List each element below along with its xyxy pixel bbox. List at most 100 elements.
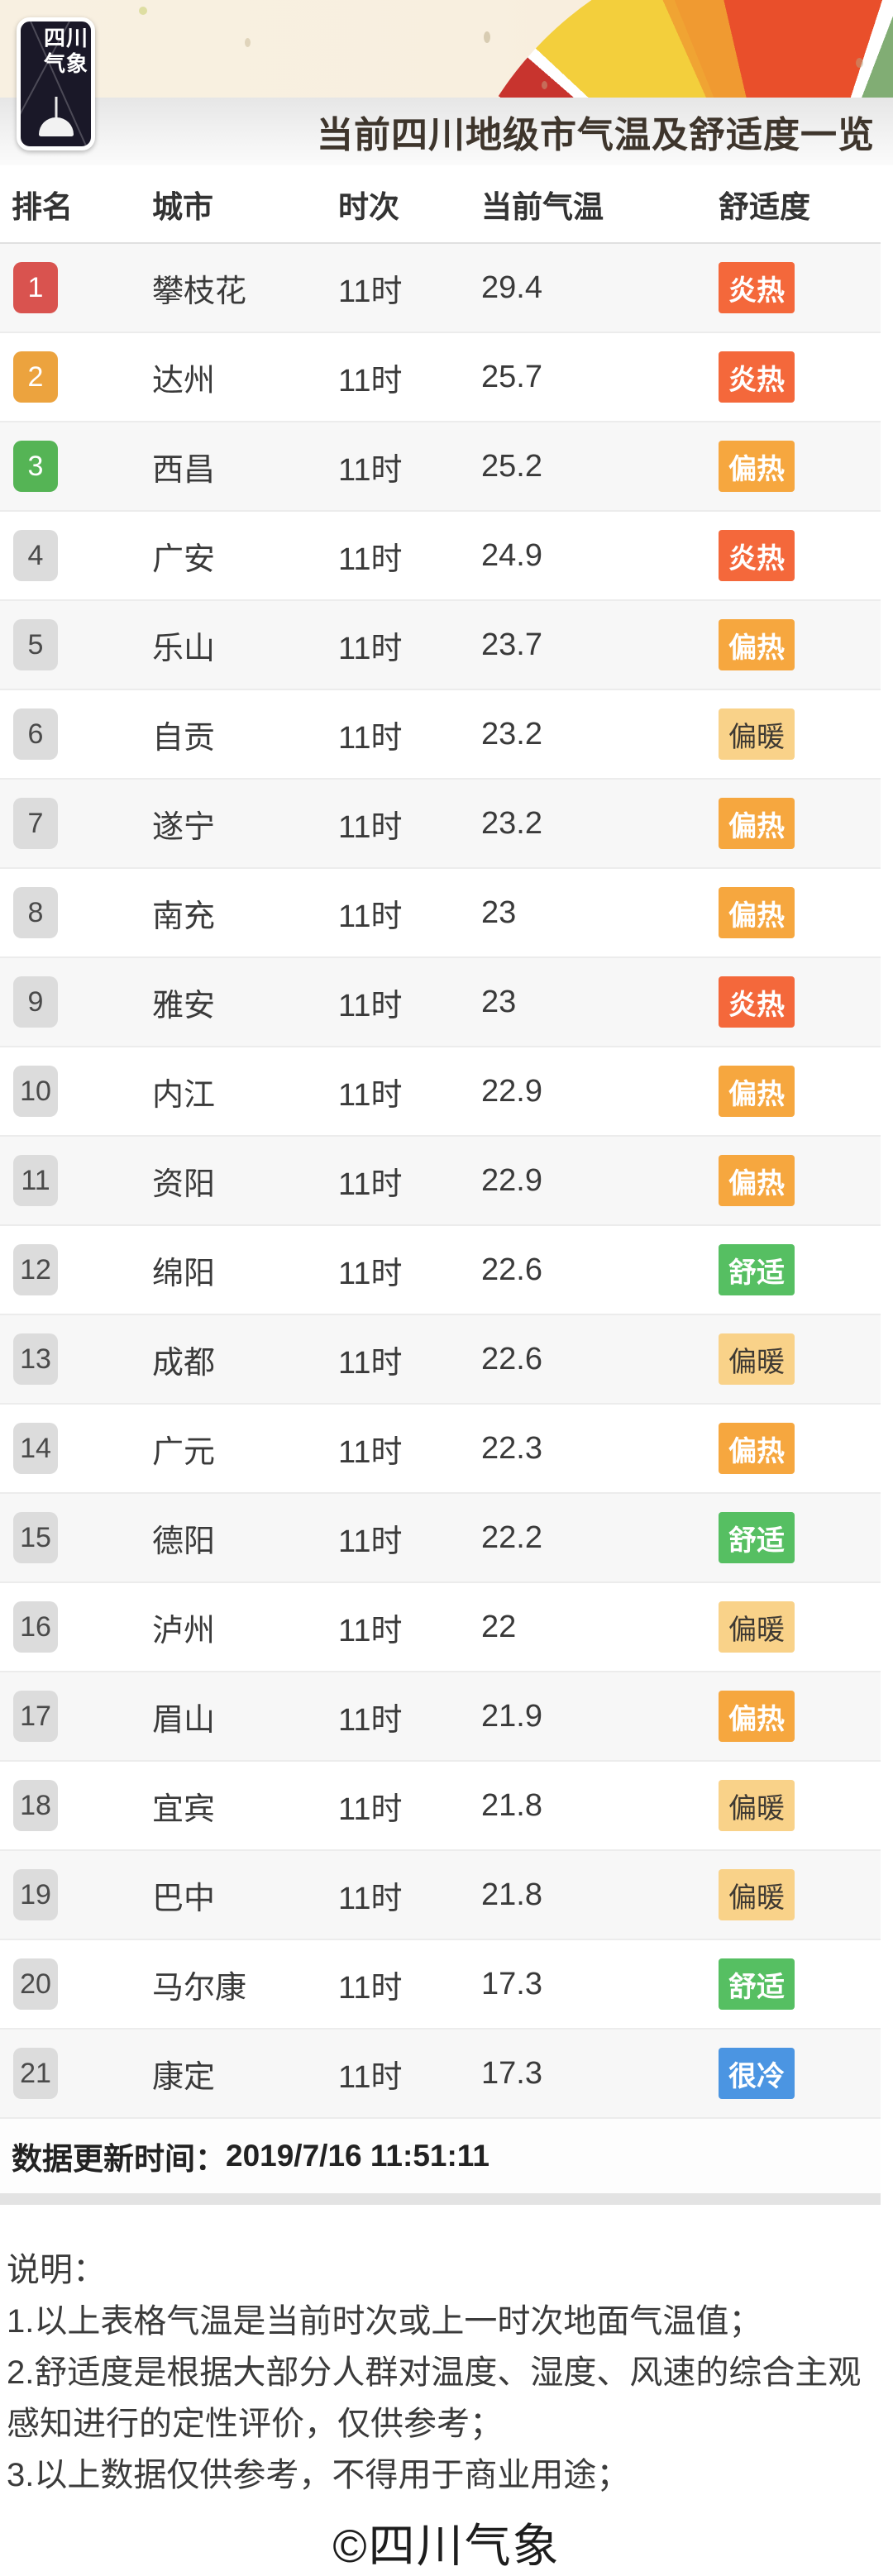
beach-umbrella-graphic	[442, 0, 893, 98]
logo-tower-mast	[55, 97, 57, 120]
note-item: 3.以上数据仅供参考，不得用于商业用途；	[7, 2457, 630, 2493]
rank-badge: 6	[13, 708, 58, 760]
city-cell: 遂宁	[152, 809, 216, 845]
temperature-cell: 23	[481, 894, 517, 930]
update-time-label: 数据更新时间：	[12, 2142, 226, 2176]
table-row: 12 绵阳 11时 22.6 舒适	[0, 1226, 881, 1315]
table-row: 20 马尔康 11时 17.3 舒适	[0, 1940, 881, 2030]
temperature-cell: 17.3	[481, 1966, 542, 2001]
temperature-cell: 22.3	[481, 1430, 542, 1466]
rank-badge: 10	[13, 1066, 58, 1117]
time-cell: 11时	[338, 720, 403, 756]
rank-badge: 2	[13, 351, 58, 403]
rank-badge: 20	[13, 1958, 58, 2010]
comfort-badge: 偏暖	[719, 708, 795, 760]
time-cell: 11时	[338, 1613, 403, 1648]
city-cell: 巴中	[152, 1881, 216, 1916]
column-header-rank: 排名	[12, 189, 73, 224]
city-cell: 泸州	[152, 1613, 216, 1648]
rank-badge: 14	[13, 1423, 58, 1474]
notes-heading: 说明：	[7, 2252, 106, 2288]
temperature-cell: 25.2	[481, 448, 542, 484]
time-cell: 11时	[338, 452, 403, 488]
rank-badge: 11	[13, 1155, 58, 1206]
rank-badge: 7	[13, 798, 58, 849]
time-cell: 11时	[338, 1166, 403, 1202]
table-row: 14 广元 11时 22.3 偏热	[0, 1405, 881, 1494]
table-row: 3 西昌 11时 25.2 偏热	[0, 422, 881, 512]
comfort-badge: 偏暖	[719, 1869, 795, 1920]
temperature-cell: 21.8	[481, 1877, 542, 1912]
comfort-badge: 偏热	[719, 1155, 795, 1206]
city-cell: 马尔康	[152, 1970, 247, 2006]
temperature-cell: 22.2	[481, 1519, 542, 1555]
table-row: 18 宜宾 11时 21.8 偏暖	[0, 1762, 881, 1851]
comfort-badge: 偏热	[719, 1066, 795, 1117]
comfort-badge: 舒适	[719, 1958, 795, 2010]
table-row: 11 资阳 11时 22.9 偏热	[0, 1137, 881, 1226]
table-row: 8 南充 11时 23 偏热	[0, 869, 881, 958]
rank-badge: 17	[13, 1691, 58, 1742]
table-row: 15 德阳 11时 22.2 舒适	[0, 1494, 881, 1583]
comfort-badge: 偏暖	[719, 1333, 795, 1385]
city-cell: 康定	[152, 2059, 216, 2095]
time-cell: 11时	[338, 1524, 403, 1559]
comfort-badge: 炎热	[719, 530, 795, 581]
rank-badge: 5	[13, 619, 58, 670]
temperature-cell: 22	[481, 1609, 517, 1644]
rank-badge: 9	[13, 976, 58, 1028]
comfort-badge: 偏热	[719, 441, 795, 492]
table-row: 16 泸州 11时 22 偏暖	[0, 1583, 881, 1672]
temperature-cell: 23.7	[481, 627, 542, 662]
page-header: 当前四川地级市气温及舒适度一览 四川 气象	[0, 0, 893, 165]
city-cell: 宜宾	[152, 1791, 216, 1827]
comfort-badge: 舒适	[719, 1244, 795, 1295]
temperature-cell: 23	[481, 984, 517, 1019]
time-cell: 11时	[338, 1077, 403, 1113]
comfort-badge: 炎热	[719, 262, 795, 313]
banner-speck	[542, 81, 547, 89]
city-cell: 雅安	[152, 988, 216, 1023]
banner-speck	[484, 31, 490, 43]
city-cell: 广元	[152, 1434, 216, 1470]
rank-badge: 12	[13, 1244, 58, 1295]
logo-text: 四川 气象	[43, 26, 88, 76]
table-row: 13 成都 11时 22.6 偏暖	[0, 1315, 881, 1405]
table-header-row: 排名 城市 时次 当前气温 舒适度	[0, 165, 881, 244]
city-cell: 内江	[152, 1077, 216, 1113]
time-cell: 11时	[338, 541, 403, 577]
time-cell: 11时	[338, 1256, 403, 1291]
logo-observatory-dome	[38, 117, 74, 136]
banner-speck	[245, 38, 251, 47]
comfort-badge: 偏热	[719, 619, 795, 670]
title-band: 当前四川地级市气温及舒适度一览	[0, 98, 893, 165]
time-cell: 11时	[338, 363, 403, 398]
city-cell: 资阳	[152, 1166, 216, 1202]
time-cell: 11时	[338, 1702, 403, 1738]
temperature-cell: 29.4	[481, 270, 542, 305]
comfort-badge: 舒适	[719, 1512, 795, 1563]
temperature-cell: 21.8	[481, 1787, 542, 1823]
time-cell: 11时	[338, 1345, 403, 1381]
temperature-cell: 17.3	[481, 2055, 542, 2091]
city-cell: 德阳	[152, 1524, 216, 1559]
time-cell: 11时	[338, 2059, 403, 2095]
temperature-cell: 24.9	[481, 537, 542, 573]
time-cell: 11时	[338, 1881, 403, 1916]
comfort-badge: 偏热	[719, 798, 795, 849]
comfort-badge: 偏暖	[719, 1601, 795, 1653]
comfort-badge: 很冷	[719, 2048, 795, 2099]
banner-speck	[139, 7, 147, 15]
table-row: 10 内江 11时 22.9 偏热	[0, 1047, 881, 1137]
rank-badge: 8	[13, 887, 58, 938]
column-header-comfort: 舒适度	[719, 189, 810, 224]
time-cell: 11时	[338, 899, 403, 934]
table-row: 2 达州 11时 25.7 炎热	[0, 333, 881, 422]
note-item: 1.以上表格气温是当前时次或上一时次地面气温值；	[7, 2303, 762, 2340]
rank-badge: 21	[13, 2048, 58, 2099]
note-item: 2.舒适度是根据大部分人群对温度、湿度、风速的综合主观感知进行的定性评价，仅供参…	[7, 2354, 862, 2442]
temperature-cell: 23.2	[481, 805, 542, 841]
city-cell: 攀枝花	[152, 274, 247, 309]
comfort-badge: 炎热	[719, 351, 795, 403]
comfort-badge: 偏热	[719, 1691, 795, 1742]
